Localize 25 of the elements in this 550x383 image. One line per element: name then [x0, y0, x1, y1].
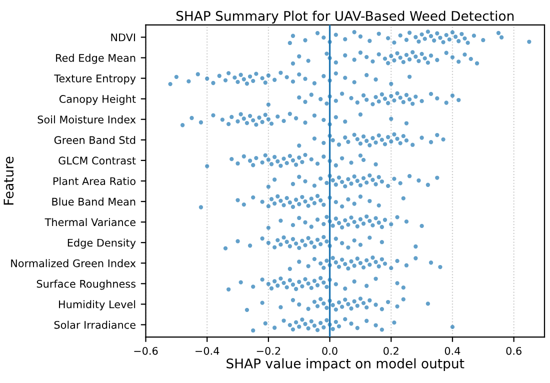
x-tick-label: 0.4: [444, 346, 460, 355]
y-tick-label: Soil Moisture Index: [38, 115, 136, 124]
x-tick-label: 0.0: [322, 346, 338, 355]
y-tick-label: Edge Density: [68, 238, 136, 249]
x-tick-label: −0.4: [196, 346, 220, 355]
y-tick-label: Canopy Height: [59, 94, 136, 105]
y-tick-label: GLCM Contrast: [58, 156, 136, 165]
y-tick-label: Plant Area Ratio: [53, 177, 136, 186]
x-tick-label: −0.6: [134, 346, 158, 355]
y-tick-label: NDVI: [111, 34, 136, 42]
y-tick-label: Thermal Variance: [44, 218, 136, 226]
y-tick-label: Surface Roughness: [36, 280, 136, 290]
y-tick-label: Red Edge Mean: [56, 54, 136, 64]
x-axis-title: SHAP value impact on model output: [226, 358, 464, 371]
chart-title: SHAP Summary Plot for UAV-Based Weed Detection: [176, 10, 514, 24]
y-tick-label: Humidity Level: [59, 300, 136, 310]
y-tick-label: Solar Irradiance: [54, 320, 136, 329]
y-axis-title: Feature: [4, 156, 14, 205]
x-tick-label: 0.2: [384, 346, 398, 355]
y-tick-label: Normalized Green Index: [11, 259, 136, 268]
y-tick-label: Green Band Std: [54, 136, 136, 144]
x-tick-label: −0.2: [256, 346, 280, 355]
y-tick-label: Texture Entropy: [54, 74, 136, 84]
x-tick-label: 0.6: [506, 346, 522, 355]
y-tick-label: Blue Band Mean: [52, 198, 136, 206]
